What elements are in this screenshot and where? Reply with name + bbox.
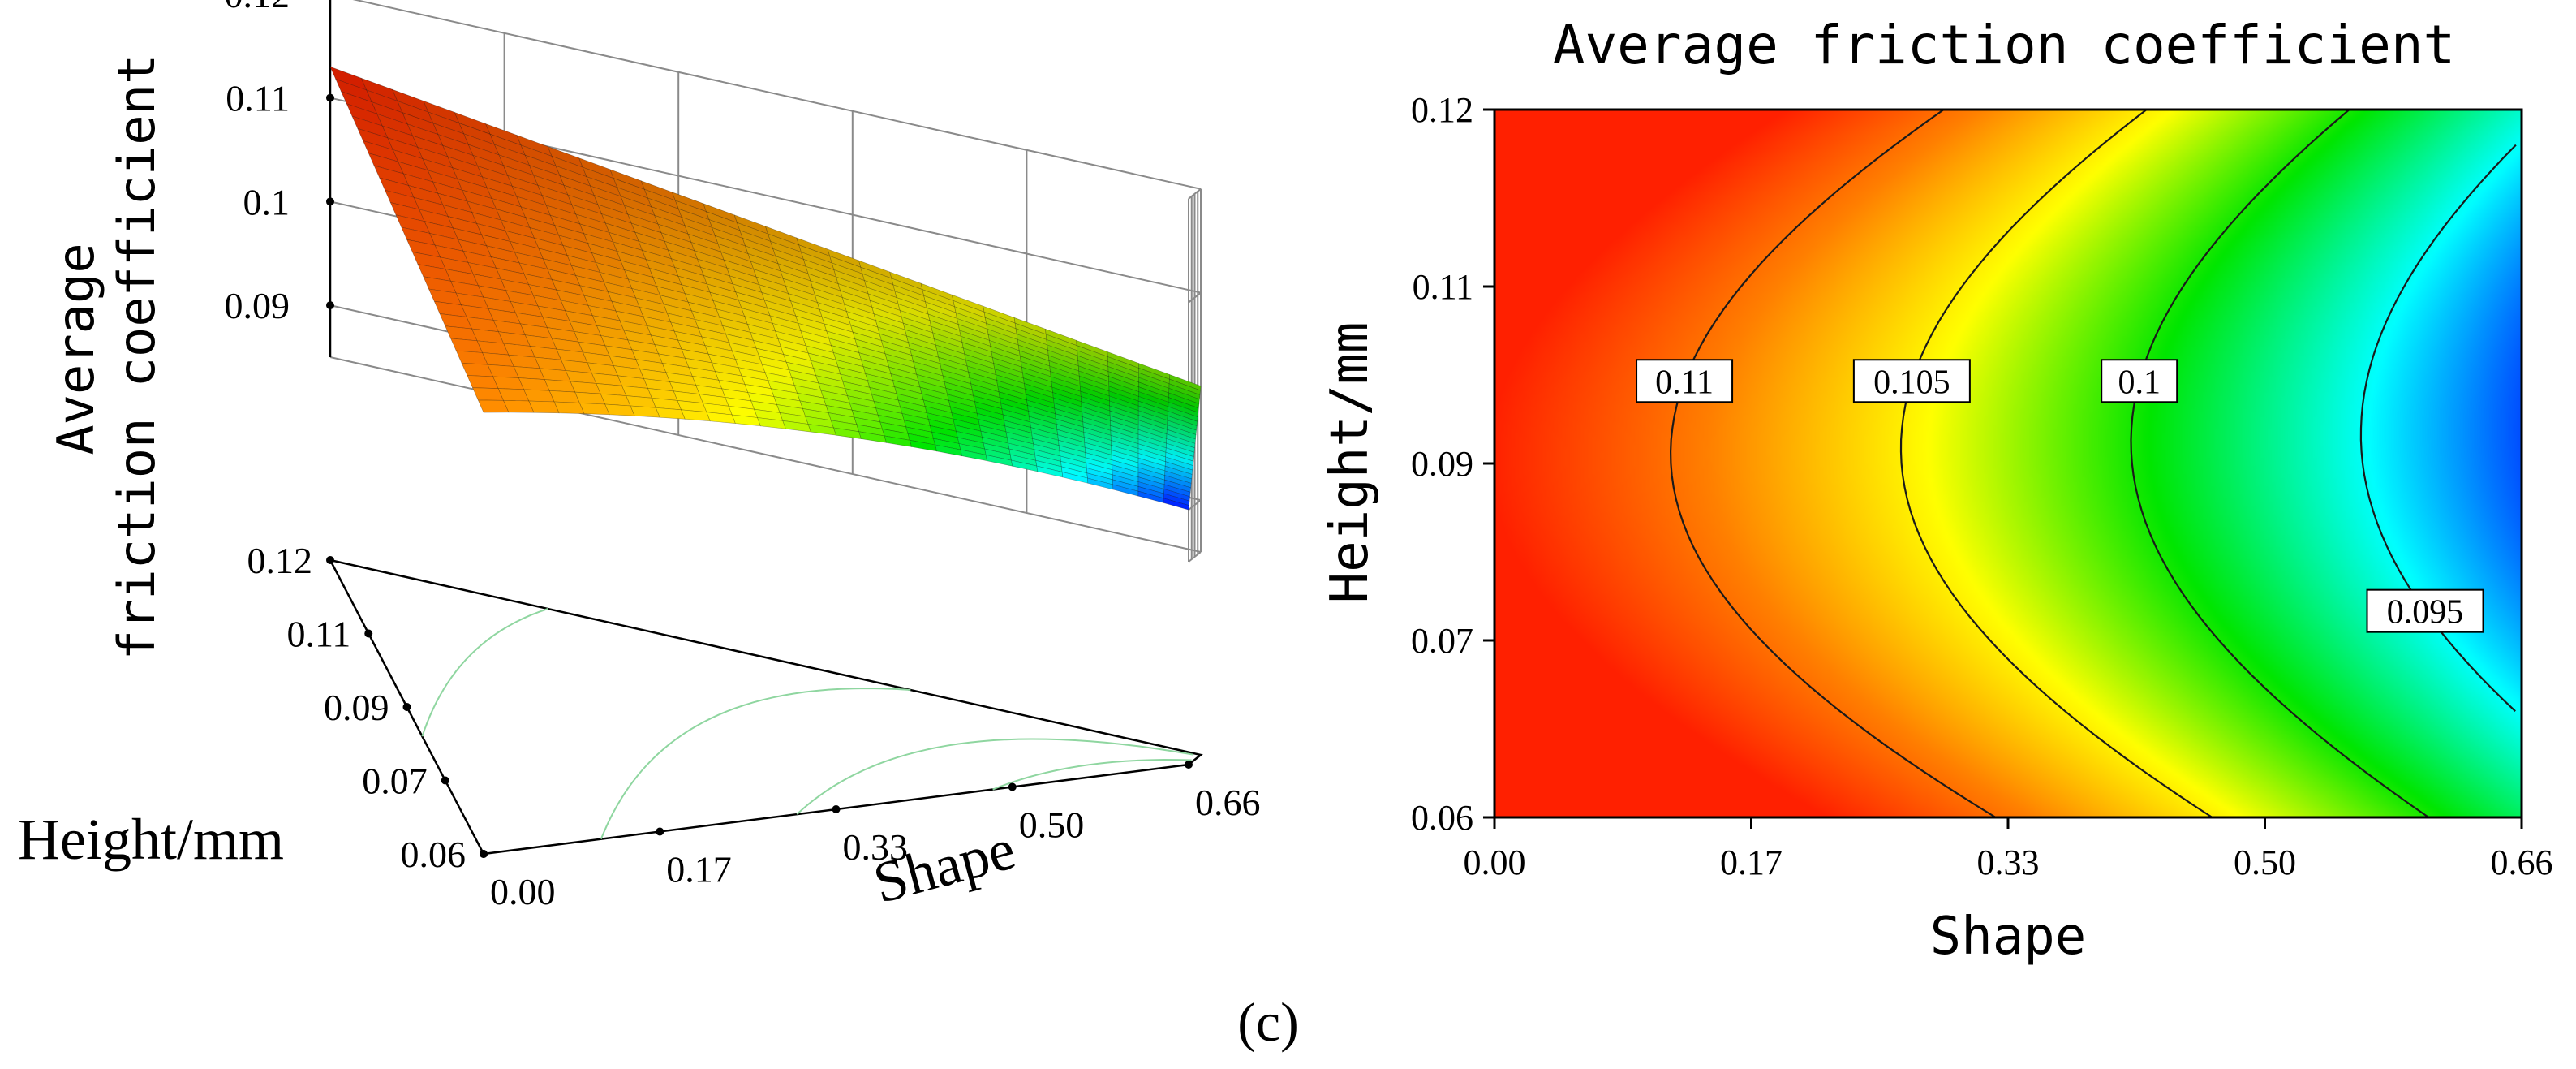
surface-x-tick-mark (656, 827, 664, 836)
contour-level-label: 0.1 (2118, 364, 2161, 401)
surface-x-tick-label: 0.50 (1019, 804, 1085, 846)
contour-level-label-box (1636, 359, 1734, 403)
surface-face (1166, 429, 1196, 444)
contour-level-label: 0.105 (1873, 364, 1950, 401)
surface-floor-contour (600, 688, 911, 840)
surface-y-tick-label: 0.07 (362, 761, 428, 802)
surface-mesh (329, 66, 1202, 511)
contour-y-tick-label: 0.09 (1411, 444, 1473, 484)
surface-z-tick-label: 0.09 (225, 285, 290, 326)
contour-heatmap (1494, 110, 2522, 817)
surface-x-tick-label: 0.33 (843, 826, 909, 868)
surface-floor-contours (421, 608, 1193, 840)
surface-face (604, 403, 635, 416)
surface-z-ticks: 0.09 0.1 0.11 0.12 (225, 0, 334, 326)
surface-x-tick-mark (832, 805, 841, 813)
surface-y-tick-mark (364, 629, 373, 638)
figure-label: (c) (1237, 991, 1298, 1053)
surface-y-axis-label: Height/mm (18, 807, 284, 872)
surface-z-tick-label: 0.12 (225, 0, 290, 15)
surface-y-tick-mark (441, 776, 449, 785)
surface-z-tick-mark (326, 197, 334, 206)
contour-y-tick-label: 0.06 (1411, 798, 1473, 838)
surface-x-tick-mark (1185, 761, 1193, 769)
surface-x-ticks: 0.00 0.17 0.33 0.50 0.66 (480, 761, 1261, 912)
contour-x-tick-label: 0.33 (1977, 843, 2040, 882)
contour-level-labels: 0.11 0.105 0.1 0.095 (1636, 359, 2484, 633)
surface-y-tick-label: 0.09 (324, 687, 389, 728)
surface-plot: 0.00 0.17 0.33 0.50 0.66 0.06 0.07 0.09 0.11 0.1… (18, 0, 1261, 916)
contour-y-tick-label: 0.07 (1411, 621, 1473, 661)
contour-x-tick-label: 0.00 (1464, 843, 1526, 882)
contour-level-label-box (2366, 588, 2484, 633)
contour-x-axis-label: Shape (1930, 907, 2087, 967)
contour-level-label-box (1852, 359, 1971, 403)
surface-z-tick-label: 0.11 (226, 78, 290, 119)
surface-face (1165, 456, 1193, 471)
contour-level-label: 0.11 (1655, 364, 1714, 401)
contour-level-label-box (2101, 359, 2178, 403)
contour-line (2130, 109, 2430, 818)
contour-line (1669, 109, 1997, 818)
surface-z-tick-mark (326, 301, 334, 310)
surface-face (1168, 401, 1199, 418)
surface-face (1169, 374, 1202, 391)
surface-floor-contour (421, 608, 548, 737)
surface-floor-contour (796, 738, 1193, 815)
contour-y-tick-label: 0.11 (1413, 267, 1473, 307)
surface-y-tick-label: 0.11 (286, 614, 350, 655)
surface-x-tick-label: 0.17 (666, 849, 732, 890)
contour-level-label: 0.095 (2387, 594, 2464, 631)
surface-y-tick-mark (480, 850, 488, 858)
surface-floor-contour (992, 759, 1192, 791)
surface-face (1168, 378, 1201, 395)
surface-x-tick-mark (1008, 782, 1017, 791)
contour-title: Average friction coefficient (1553, 14, 2456, 76)
contour-y-ticks: 0.06 0.07 0.09 0.11 0.12 (1411, 90, 1494, 838)
surface-face (1165, 442, 1195, 458)
surface-x-tick-label: 0.66 (1195, 782, 1261, 823)
surface-back-wall-hline (352, 0, 1202, 190)
surface-z-tick-mark (326, 93, 334, 102)
surface-x-tick-label: 0.00 (490, 871, 556, 912)
surface-y-tick-label: 0.12 (247, 540, 313, 581)
surface-z-label-line1: Average (46, 243, 105, 455)
surface-z-label-line2: friction coefficient (107, 54, 166, 661)
contour-x-tick-label: 0.66 (2491, 843, 2553, 882)
surface-face (630, 405, 660, 418)
surface-y-tick-mark (402, 703, 411, 711)
contour-y-tick-label: 0.12 (1411, 90, 1473, 130)
surface-y-tick-label: 0.06 (401, 834, 467, 875)
surface-face (1167, 425, 1197, 440)
surface-face (1163, 498, 1189, 511)
surface-y-tick-mark (326, 556, 334, 564)
surface-y-ticks: 0.06 0.07 0.09 0.11 0.12 (247, 540, 488, 875)
contour-y-axis-label: Height/mm (1320, 322, 1380, 604)
surface-face (1164, 461, 1193, 475)
surface-face (1163, 475, 1192, 489)
contour-x-tick-label: 0.50 (2234, 843, 2296, 882)
contour-x-ticks: 0.00 0.17 0.33 0.50 0.66 (1464, 817, 2553, 882)
surface-face (1168, 406, 1198, 422)
surface-z-tick-label: 0.1 (243, 181, 290, 222)
contour-line (1899, 109, 2213, 818)
contour-plot: Average friction coefficient 0.00 0.17 0.3… (1320, 14, 2553, 967)
contour-x-tick-label: 0.17 (1720, 843, 1783, 882)
